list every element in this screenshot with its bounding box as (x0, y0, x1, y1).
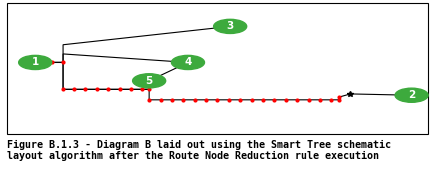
Text: 4: 4 (184, 57, 191, 68)
Circle shape (19, 55, 52, 70)
Text: 1: 1 (32, 57, 39, 68)
Circle shape (213, 19, 246, 33)
Text: 2: 2 (407, 90, 414, 100)
Text: Figure B.1.3 - Diagram B laid out using the Smart Tree schematic
layout algorith: Figure B.1.3 - Diagram B laid out using … (7, 140, 390, 161)
Text: 5: 5 (145, 76, 152, 86)
Bar (7, 3, 427, 134)
Circle shape (171, 55, 204, 70)
Text: 3: 3 (226, 21, 233, 31)
Circle shape (394, 88, 427, 102)
Circle shape (132, 74, 165, 88)
